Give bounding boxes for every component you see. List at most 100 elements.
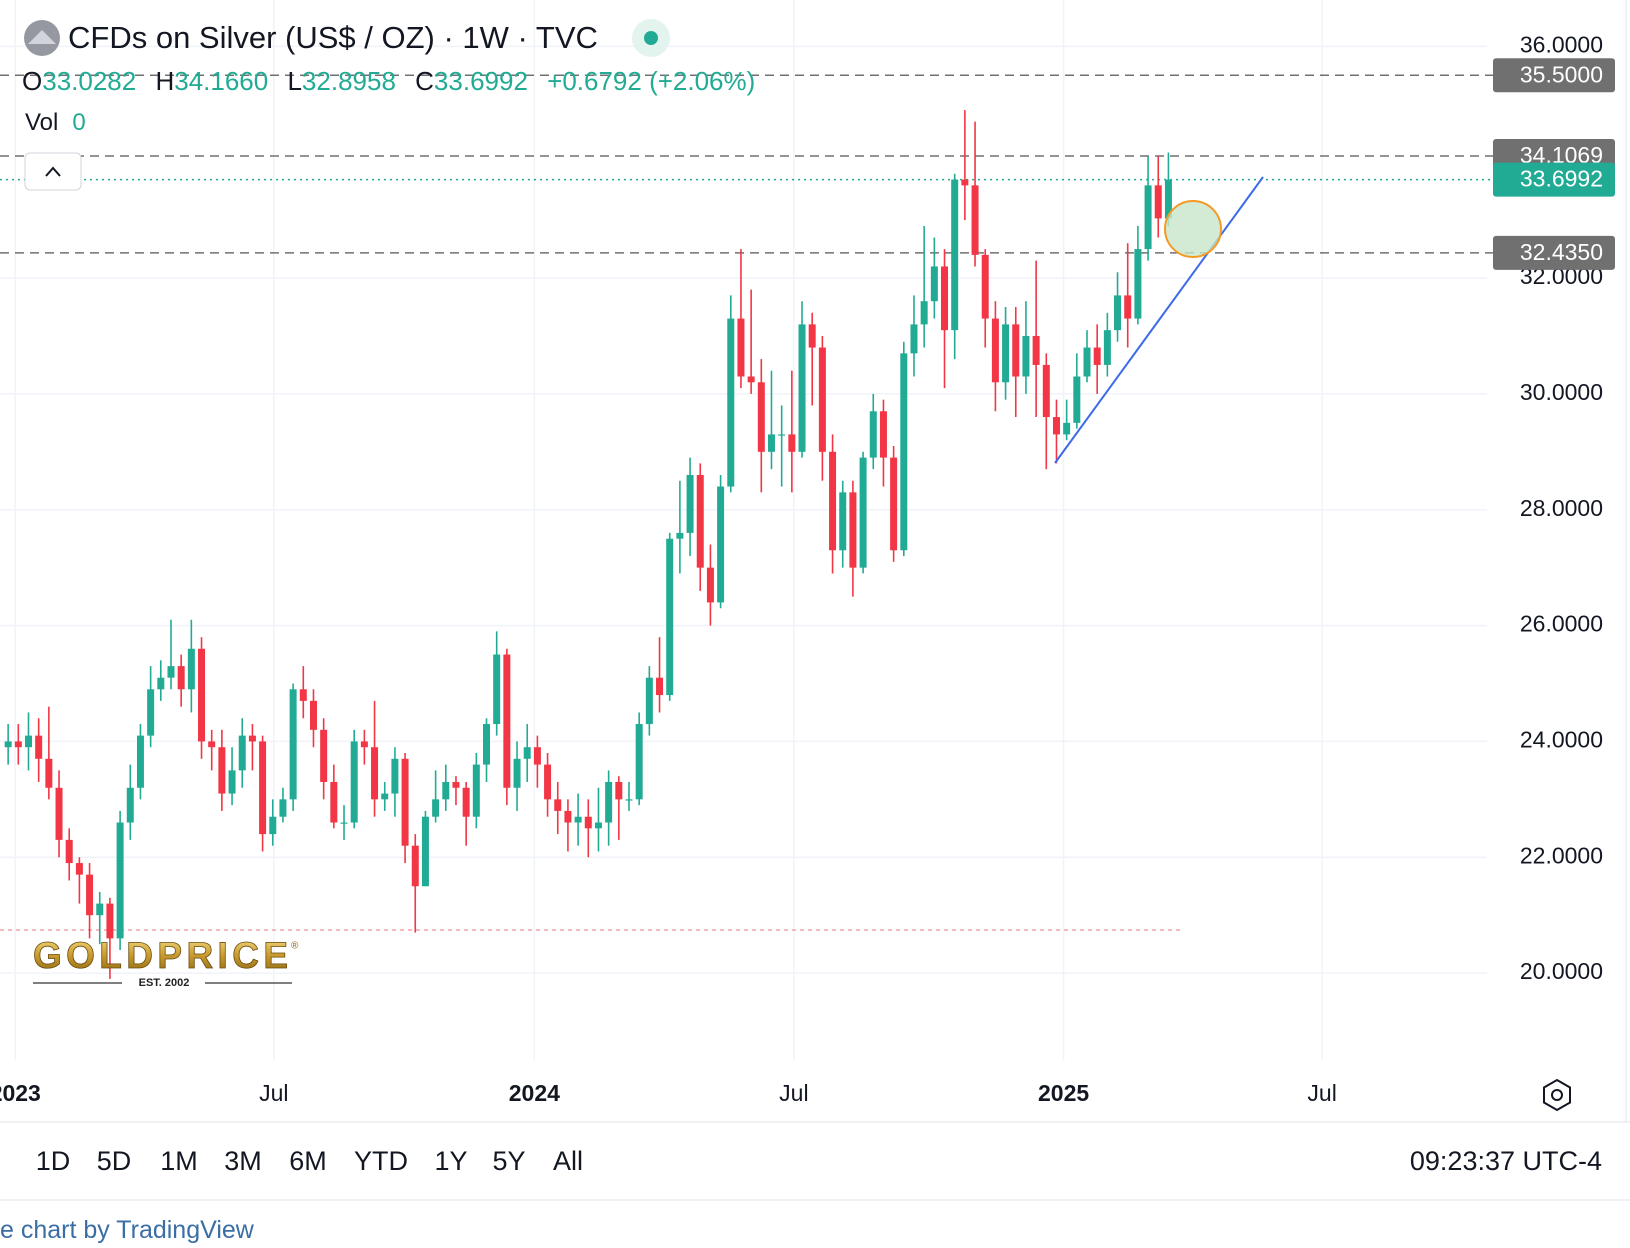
candle-body xyxy=(645,677,653,725)
candle-body xyxy=(167,666,175,678)
candle-body xyxy=(45,758,53,788)
range-button[interactable]: All xyxy=(552,1146,584,1176)
status-dot xyxy=(644,31,658,45)
candles xyxy=(4,110,1172,979)
axes: 20.0000 22.0000 24.0000 26.0000 28.0000 30.00… xyxy=(0,31,1615,1106)
candle-body xyxy=(462,787,470,817)
range-button[interactable]: 6M xyxy=(289,1146,327,1176)
candle-body xyxy=(798,324,806,452)
candle-body xyxy=(890,457,898,551)
range-button[interactable]: YTD xyxy=(354,1146,408,1176)
candle-body xyxy=(594,822,602,829)
y-tick-label: 28.0000 xyxy=(1520,495,1603,521)
candle-body xyxy=(187,648,195,690)
candle-body xyxy=(391,758,399,794)
ohlc-value: 33.6992 xyxy=(433,66,528,96)
candle-body xyxy=(808,324,816,348)
candle-body xyxy=(676,532,684,539)
candle-body xyxy=(615,781,623,800)
candle-body xyxy=(493,654,501,725)
candle-body xyxy=(1164,179,1172,219)
candle-body xyxy=(1093,347,1101,365)
candle-body xyxy=(1042,364,1050,418)
candle-body xyxy=(818,347,826,452)
candle-body xyxy=(1052,417,1060,435)
x-tick-label: Jul xyxy=(259,1080,288,1106)
candle-body xyxy=(157,677,165,690)
candle-body xyxy=(727,318,735,487)
settings-button[interactable] xyxy=(1543,1078,1571,1112)
range-button[interactable]: 5Y xyxy=(492,1146,526,1176)
candle-body xyxy=(564,810,572,823)
price-label-box xyxy=(1493,235,1615,270)
range-button[interactable]: 5D xyxy=(96,1146,132,1176)
candle-body xyxy=(136,735,144,788)
x-tick-label: 2023 xyxy=(0,1080,41,1106)
logo-mark: ® xyxy=(291,941,299,952)
candle-body xyxy=(65,839,73,864)
range-button[interactable]: 1Y xyxy=(434,1146,468,1176)
candle-body xyxy=(584,816,592,829)
candle-body xyxy=(696,474,704,568)
candle-body xyxy=(4,741,12,748)
y-tick-label: 36.0000 xyxy=(1520,31,1603,57)
symbol-icon-shape xyxy=(28,30,56,44)
y-tick-label: 22.0000 xyxy=(1520,842,1603,868)
candle-body xyxy=(14,741,22,748)
candle-body xyxy=(869,411,877,458)
candle-body xyxy=(86,874,94,916)
range-button[interactable]: 1D xyxy=(35,1146,71,1176)
candle-body xyxy=(1144,185,1152,250)
candle-body xyxy=(55,787,63,840)
candle-body xyxy=(1073,376,1081,423)
candle-body xyxy=(920,301,928,325)
price-label-box xyxy=(1493,162,1615,197)
candle-body xyxy=(411,845,419,887)
candle-body xyxy=(951,179,959,331)
volume-label: Vol xyxy=(25,109,59,136)
y-tick-label: 24.0000 xyxy=(1520,726,1603,752)
candle-body xyxy=(1154,185,1162,219)
ohlc-label: L xyxy=(287,66,302,96)
y-tick-label: 30.0000 xyxy=(1520,379,1603,405)
change: +0.6792 (+2.06%) xyxy=(547,66,756,96)
candle-body xyxy=(513,758,521,788)
candle-body xyxy=(554,799,562,811)
candle-body xyxy=(767,434,775,452)
candle-body xyxy=(483,724,491,765)
candle-body xyxy=(279,799,287,817)
clock: 09:23:37 UTC-4 xyxy=(1409,1146,1602,1176)
candle-body xyxy=(198,648,206,742)
candle-body xyxy=(320,729,328,782)
candle-body xyxy=(717,486,725,603)
candle-body xyxy=(1124,295,1132,319)
candle-body xyxy=(24,735,32,748)
volume-row: Vol 0 xyxy=(25,109,86,137)
candle-body xyxy=(503,654,511,788)
candle-body xyxy=(401,758,409,846)
collapse-button[interactable] xyxy=(24,152,82,191)
x-tick-label: Jul xyxy=(779,1080,808,1106)
grid xyxy=(0,0,1487,1060)
candle-body xyxy=(574,816,582,823)
range-button[interactable]: 1M xyxy=(160,1146,198,1176)
candle-body xyxy=(289,689,297,800)
candle-body xyxy=(778,434,786,436)
candle-body xyxy=(147,689,155,736)
ohlc-label: C xyxy=(415,66,434,96)
attribution[interactable]: e chart by TradingView xyxy=(0,1216,254,1244)
candle-body xyxy=(910,324,918,354)
candle-body xyxy=(656,677,664,696)
candle-body xyxy=(706,567,714,603)
candle-body xyxy=(269,816,277,835)
ohlc-row: O33.0282 H34.1660 L32.8958 C33.6992 +0.6… xyxy=(22,66,755,97)
candle-body xyxy=(371,747,379,800)
candle-body xyxy=(981,254,989,319)
candle-body xyxy=(381,793,389,800)
candle-body xyxy=(788,434,796,452)
range-button[interactable]: 3M xyxy=(224,1146,262,1176)
ohlc-value: 33.0282 xyxy=(42,66,137,96)
settings-icon xyxy=(1543,1078,1571,1112)
